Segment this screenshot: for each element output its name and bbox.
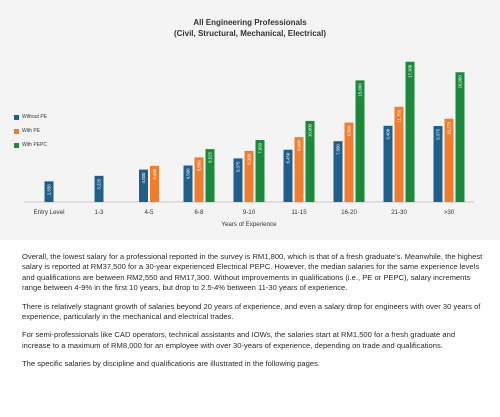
bar — [194, 157, 204, 202]
bar — [283, 149, 293, 202]
bar-value-label: 9,375 — [436, 128, 441, 139]
bar-value-label: 6,525 — [208, 151, 213, 162]
chart-subtitle: (Civil, Structural, Mechanical, Electric… — [173, 29, 327, 38]
bar-value-label: 8,000 — [297, 140, 302, 151]
bar — [383, 125, 393, 202]
bar — [183, 165, 193, 202]
bar-value-label: 5,375 — [236, 161, 241, 172]
bar — [344, 122, 354, 202]
x-tick-label: 11-15 — [291, 209, 307, 216]
bar-value-label: 15,000 — [358, 83, 363, 97]
bar — [233, 158, 243, 202]
bar-value-label: 2,550 — [47, 184, 52, 195]
chart-panel: All Engineering Professionals (Civil, St… — [0, 0, 500, 240]
bar-chart: 2,550 Entry Level 3,225 1-3 4,000 4,450 4-5 4,5… — [24, 61, 474, 228]
bar — [405, 61, 415, 202]
x-tick-label: Entry Level — [34, 209, 65, 216]
bar-value-label: 7,650 — [258, 142, 263, 153]
bar — [244, 150, 254, 202]
paragraph: For semi-professionals like CAD operator… — [22, 330, 456, 350]
bar-value-label: 6,300 — [247, 153, 252, 164]
bar-value-label: 10,000 — [308, 123, 313, 137]
bar — [255, 139, 265, 202]
chart-legend: Without PE With PE With PEPC — [14, 110, 47, 152]
bar-value-label: 4,500 — [186, 168, 191, 179]
bar — [455, 72, 465, 203]
bar — [394, 106, 404, 202]
bar-value-label: 4,450 — [152, 168, 157, 179]
bar — [205, 149, 215, 202]
bar — [433, 125, 443, 202]
bar — [94, 175, 104, 202]
bar — [444, 118, 454, 202]
legend-item-with-pe: With PE — [14, 124, 47, 138]
legend-item-with-pepc: With PEPC — [14, 138, 47, 152]
paragraph: There is relatively stagnant growth of s… — [22, 301, 481, 322]
legend-item-without-pe: Without PE — [14, 110, 47, 124]
legend-swatch — [14, 114, 19, 120]
x-tick-label: 4-5 — [145, 209, 155, 216]
bar-value-label: 7,500 — [336, 144, 341, 155]
paragraph: Overall, the lowest salary for a profess… — [22, 252, 483, 293]
bar — [333, 141, 343, 202]
bar — [294, 137, 304, 202]
bar — [305, 120, 315, 202]
x-tick-label: 21-30 — [391, 209, 407, 216]
bar-value-label: 17,300 — [408, 64, 413, 78]
legend-label: Without PE — [22, 114, 48, 120]
bar — [150, 165, 159, 202]
bar-value-label: 10,275 — [447, 121, 452, 135]
x-tick-label: 16-20 — [341, 209, 357, 216]
bar-value-label: 5,500 — [197, 160, 202, 171]
x-tick-label: 1-3 — [95, 209, 105, 216]
bar-value-label: 16,000 — [458, 75, 463, 89]
bar — [139, 169, 148, 202]
x-tick-label: 6-8 — [195, 209, 205, 216]
bar-value-label: 3,225 — [97, 178, 102, 189]
bar — [44, 181, 54, 202]
x-tick-label: 9-10 — [243, 209, 256, 216]
x-tick-label: >30 — [444, 209, 455, 216]
bar — [355, 80, 365, 202]
paragraph: The specific salaries by discipline and … — [22, 359, 321, 369]
bar-value-label: 4,000 — [141, 172, 146, 183]
chart-title: All Engineering Professionals — [193, 18, 307, 27]
legend-swatch — [14, 142, 19, 148]
bar-value-label: 9,400 — [386, 128, 391, 139]
body-text: Overall, the lowest salary for a profess… — [22, 252, 484, 378]
x-axis-label: Years of Experience — [221, 221, 277, 228]
legend-label: With PEPC — [22, 142, 48, 148]
bar-value-label: 9,800 — [347, 125, 352, 136]
bar-value-label: 6,450 — [286, 152, 291, 163]
legend-label: With PE — [22, 128, 41, 134]
bar-value-label: 11,750 — [397, 109, 402, 122]
legend-swatch — [14, 128, 19, 134]
